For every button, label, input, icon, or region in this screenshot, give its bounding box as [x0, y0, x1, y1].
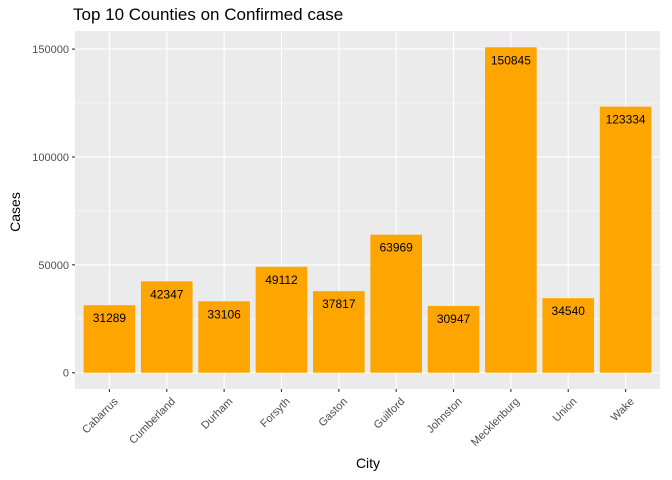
- x-tick-label: Cabarrus: [80, 395, 121, 436]
- bar: [485, 47, 537, 373]
- bar: [599, 106, 652, 373]
- data-labels: 31289 42347 33106 49112 37817 63969 30947 15084…: [93, 53, 646, 326]
- data-label: 37817: [322, 297, 356, 311]
- bar: [313, 291, 365, 373]
- data-label: 33106: [207, 307, 241, 321]
- x-tick-label: Mecklenburg: [469, 396, 522, 449]
- data-label: 123334: [606, 113, 646, 127]
- bars: [83, 47, 652, 373]
- x-tick-label: Guilford: [372, 396, 408, 432]
- y-tick-label: 50000: [38, 260, 69, 272]
- data-label: 49112: [265, 273, 298, 287]
- x-tick-label: Gaston: [316, 396, 350, 430]
- data-label: 34540: [552, 304, 586, 318]
- x-tick-label: Durham: [199, 396, 235, 432]
- y-tick-label: 150000: [32, 44, 69, 56]
- chart-title: Top 10 Counties on Confirmed case: [73, 5, 344, 24]
- data-label: 30947: [437, 312, 471, 326]
- x-axis: Cabarrus Cumberland Durham Forsyth Gaston Gui…: [80, 389, 637, 449]
- y-tick-label: 0: [63, 368, 69, 380]
- data-label: 31289: [93, 311, 127, 325]
- data-label: 150845: [491, 53, 531, 67]
- data-label: 63969: [379, 241, 413, 255]
- y-tick-label: 100000: [32, 152, 69, 164]
- bar: [370, 234, 422, 373]
- x-tick-label: Union: [551, 396, 580, 425]
- bar: [542, 298, 595, 373]
- x-tick-label: Johnston: [425, 396, 465, 436]
- bar: [427, 305, 480, 373]
- y-axis: 0 50000 100000 150000: [32, 44, 75, 380]
- data-label: 42347: [150, 287, 184, 301]
- x-tick-label: Cumberland: [127, 396, 178, 447]
- x-tick-label: Forsyth: [258, 396, 292, 430]
- x-axis-title: City: [355, 455, 381, 471]
- bar: [198, 301, 250, 373]
- bar: [140, 281, 193, 373]
- x-tick-label: Wake: [609, 396, 637, 424]
- bar: [83, 305, 136, 373]
- bar: [255, 266, 308, 373]
